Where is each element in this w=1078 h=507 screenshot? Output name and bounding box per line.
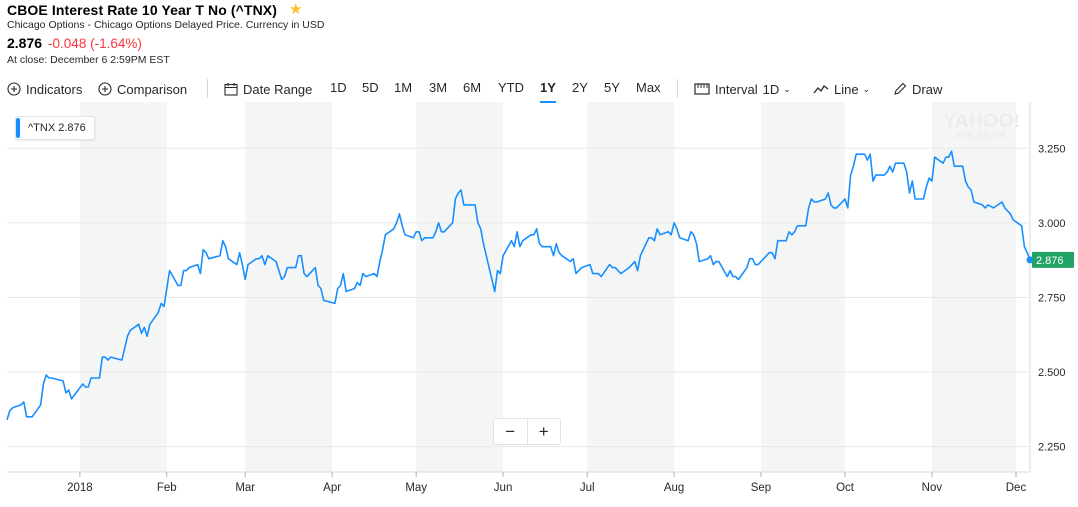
- zoom-control: − +: [493, 418, 561, 445]
- y-tick-label: 2.250: [1038, 442, 1066, 454]
- chevron-down-icon: ⌄: [783, 83, 791, 94]
- plus-circle-icon: [7, 82, 21, 96]
- watermark-line2: FINANCE: [956, 131, 1008, 142]
- month-band: [416, 102, 504, 472]
- indicators-button[interactable]: Indicators: [7, 80, 82, 98]
- chevron-down-icon: ⌄: [862, 83, 871, 94]
- zoom-out-button[interactable]: −: [505, 421, 516, 441]
- yahoo-finance-watermark: YAHOO! FINANCE: [938, 112, 1026, 142]
- last-price-label: 2.876: [1036, 255, 1064, 267]
- month-band: [245, 102, 333, 472]
- line-chart-icon: [813, 85, 829, 94]
- calendar-icon: [224, 83, 238, 96]
- last-price-tag: [1032, 251, 1074, 268]
- month-band: [79, 102, 167, 472]
- y-tick-label: 2.750: [1038, 292, 1066, 304]
- y-tick-label: 3.250: [1038, 143, 1066, 155]
- month-bands: [79, 102, 1016, 472]
- comparison-label: Comparison: [117, 81, 188, 97]
- y-tick-label: 3.000: [1038, 218, 1066, 230]
- toolbar-divider: [677, 79, 678, 98]
- x-tick-label: Mar: [235, 482, 255, 494]
- series-line: [6, 150, 1031, 421]
- x-tick-label: Dec: [1006, 482, 1027, 494]
- range-max[interactable]: Max: [636, 80, 661, 95]
- y-tick-label: 2.500: [1038, 367, 1066, 379]
- close-time: At close: December 6 2:59PM EST: [7, 54, 170, 66]
- x-tick-label: 2018: [67, 482, 93, 494]
- comparison-button[interactable]: Comparison: [98, 80, 187, 98]
- date-range-label: Date Range: [243, 81, 313, 97]
- interval-icon: [694, 83, 710, 95]
- draw-label: Draw: [912, 81, 943, 97]
- x-tick-label: Jun: [494, 482, 513, 494]
- chart-svg: 2.250 2.500 2.750 3.000 3.250 2.876 2018 Feb Ma…: [6, 102, 1074, 494]
- quote-header: CBOE Interest Rate 10 Year T No (^TNX) ★…: [7, 0, 707, 67]
- y-axis: 2.250 2.500 2.750 3.000 3.250 2.876: [1032, 143, 1074, 454]
- interval-dropdown[interactable]: Interval 1D ⌄: [694, 80, 791, 98]
- quote-title: CBOE Interest Rate 10 Year T No (^TNX): [7, 2, 278, 18]
- price-chart[interactable]: 2.250 2.500 2.750 3.000 3.250 2.876 2018 Feb Ma…: [0, 102, 1078, 507]
- range-1m[interactable]: 1M: [394, 80, 413, 95]
- x-tick-label: May: [405, 482, 427, 494]
- last-point-marker: [1026, 256, 1034, 264]
- current-price: 2.876: [7, 35, 43, 51]
- range-1d[interactable]: 1D: [330, 80, 347, 95]
- month-band: [760, 102, 846, 472]
- zoom-in-button[interactable]: +: [526, 419, 561, 444]
- range-1y[interactable]: 1Y: [540, 80, 556, 103]
- plus-circle-icon: [98, 82, 112, 96]
- interval-value: 1D: [762, 81, 780, 97]
- pencil-icon: [894, 82, 907, 95]
- x-tick-label: Sep: [751, 482, 771, 494]
- x-tick-label: Oct: [836, 482, 855, 494]
- draw-button[interactable]: Draw: [893, 80, 942, 98]
- month-band: [931, 102, 1016, 472]
- range-5d[interactable]: 5D: [362, 80, 379, 95]
- range-1y-label: 1Y: [540, 80, 556, 95]
- x-tick-label: Aug: [664, 482, 684, 494]
- x-tick-label: Apr: [323, 482, 341, 494]
- active-range-indicator: [540, 101, 556, 103]
- star-icon[interactable]: ★: [289, 1, 303, 18]
- quote-subtitle: Chicago Options - Chicago Options Delaye…: [7, 19, 325, 31]
- month-band: [587, 102, 675, 472]
- indicators-label: Indicators: [26, 81, 83, 97]
- x-tick-label: Jul: [580, 482, 595, 494]
- range-2y[interactable]: 2Y: [572, 80, 588, 95]
- toolbar-divider: [207, 79, 208, 98]
- x-tick-label: Feb: [157, 482, 177, 494]
- chart-grid: [7, 102, 1031, 472]
- x-axis: 2018 Feb Mar Apr May Jun Jul Aug Sep Oct Nov Dec: [7, 471, 1030, 494]
- chart-type-dropdown[interactable]: Line ⌄: [813, 80, 870, 98]
- date-range-button[interactable]: Date Range: [224, 80, 312, 98]
- range-6m[interactable]: 6M: [463, 80, 482, 95]
- chart-line-layer: [6, 150, 1034, 421]
- series-legend[interactable]: ^TNX 2.876: [15, 116, 95, 140]
- chart-type-label: Line: [834, 81, 859, 97]
- price-change: -0.048 (-1.64%): [48, 36, 142, 51]
- watermark-line1: YAHOO!: [943, 111, 1021, 132]
- range-3m[interactable]: 3M: [429, 80, 448, 95]
- range-ytd[interactable]: YTD: [498, 80, 524, 95]
- chart-toolbar: Indicators Comparison Date Range 1D 5D 1…: [0, 74, 1078, 104]
- x-tick-label: Nov: [922, 482, 943, 494]
- range-5y[interactable]: 5Y: [604, 80, 620, 95]
- interval-label: Interval: [715, 81, 758, 97]
